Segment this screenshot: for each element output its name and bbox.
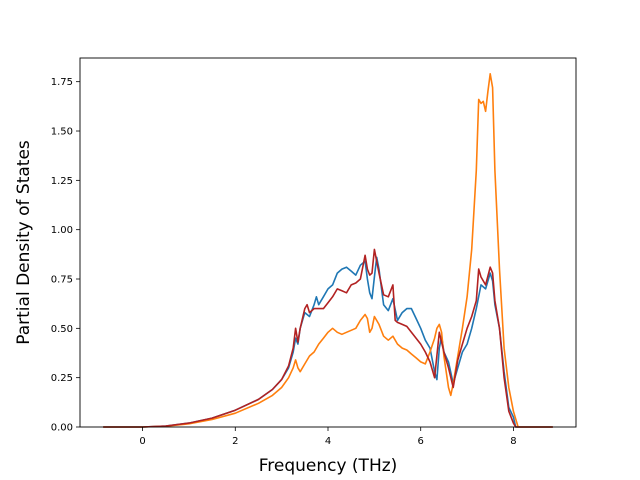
- y-tick-label: 1.75: [51, 77, 73, 88]
- x-axis-ticks: 0 2 4 6 8: [139, 427, 517, 447]
- y-tick-label: 1.25: [51, 176, 73, 187]
- y-axis-label: Partial Density of States: [14, 140, 34, 345]
- y-tick-label: 0.50: [51, 324, 73, 335]
- x-tick-label: 0: [139, 436, 145, 447]
- y-tick-label: 1.50: [51, 127, 73, 138]
- y-tick-label: 0.25: [51, 373, 73, 384]
- x-tick-label: 4: [325, 436, 331, 447]
- y-axis-ticks: 0.00 0.25 0.50 0.75 1.00 1.25 1.50 1.75: [51, 77, 80, 434]
- series-line-2: [103, 73, 553, 428]
- series-layer: [103, 73, 553, 428]
- y-tick-label: 0.00: [51, 423, 73, 434]
- x-tick-label: 6: [418, 436, 424, 447]
- y-tick-label: 0.75: [51, 275, 73, 286]
- series-line-3: [103, 248, 553, 428]
- x-tick-label: 2: [232, 436, 238, 447]
- x-tick-label: 8: [510, 436, 516, 447]
- x-axis-label: Frequency (THz): [259, 456, 398, 476]
- y-tick-label: 1.00: [51, 225, 73, 236]
